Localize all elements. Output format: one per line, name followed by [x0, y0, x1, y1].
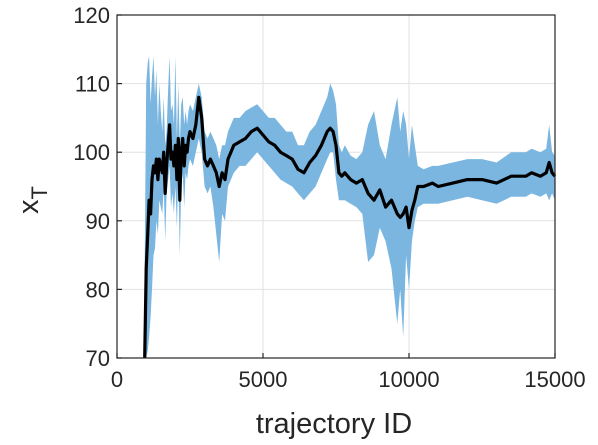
y-axis-ticks: 70 80 90 100 110 120 [73, 3, 122, 371]
mean-line [143, 95, 557, 359]
svg-text:xT: xT [13, 186, 52, 214]
y-tick-label: 70 [86, 346, 110, 371]
y-tick-label: 110 [75, 72, 110, 97]
confidence-band [144, 56, 555, 358]
y-tick-label: 90 [86, 209, 110, 234]
y-tick-label: 120 [73, 3, 110, 28]
x-tick-label: 10000 [378, 367, 439, 392]
y-tick-label: 80 [86, 277, 110, 302]
y-axis-label: xT [13, 186, 52, 214]
x-tick-label: 0 [111, 367, 123, 392]
y-axis-label-base: x [13, 199, 45, 214]
x-axis-label: trajectory ID [256, 408, 412, 440]
y-tick-label: 100 [73, 140, 110, 165]
plot-area-frame [116, 14, 556, 359]
y-axis-label-subscript: T [27, 186, 52, 199]
x-tick-label: 15000 [524, 367, 585, 392]
x-axis-ticks: 0 5000 10000 15000 [111, 353, 586, 392]
x-tick-label: 5000 [239, 367, 288, 392]
